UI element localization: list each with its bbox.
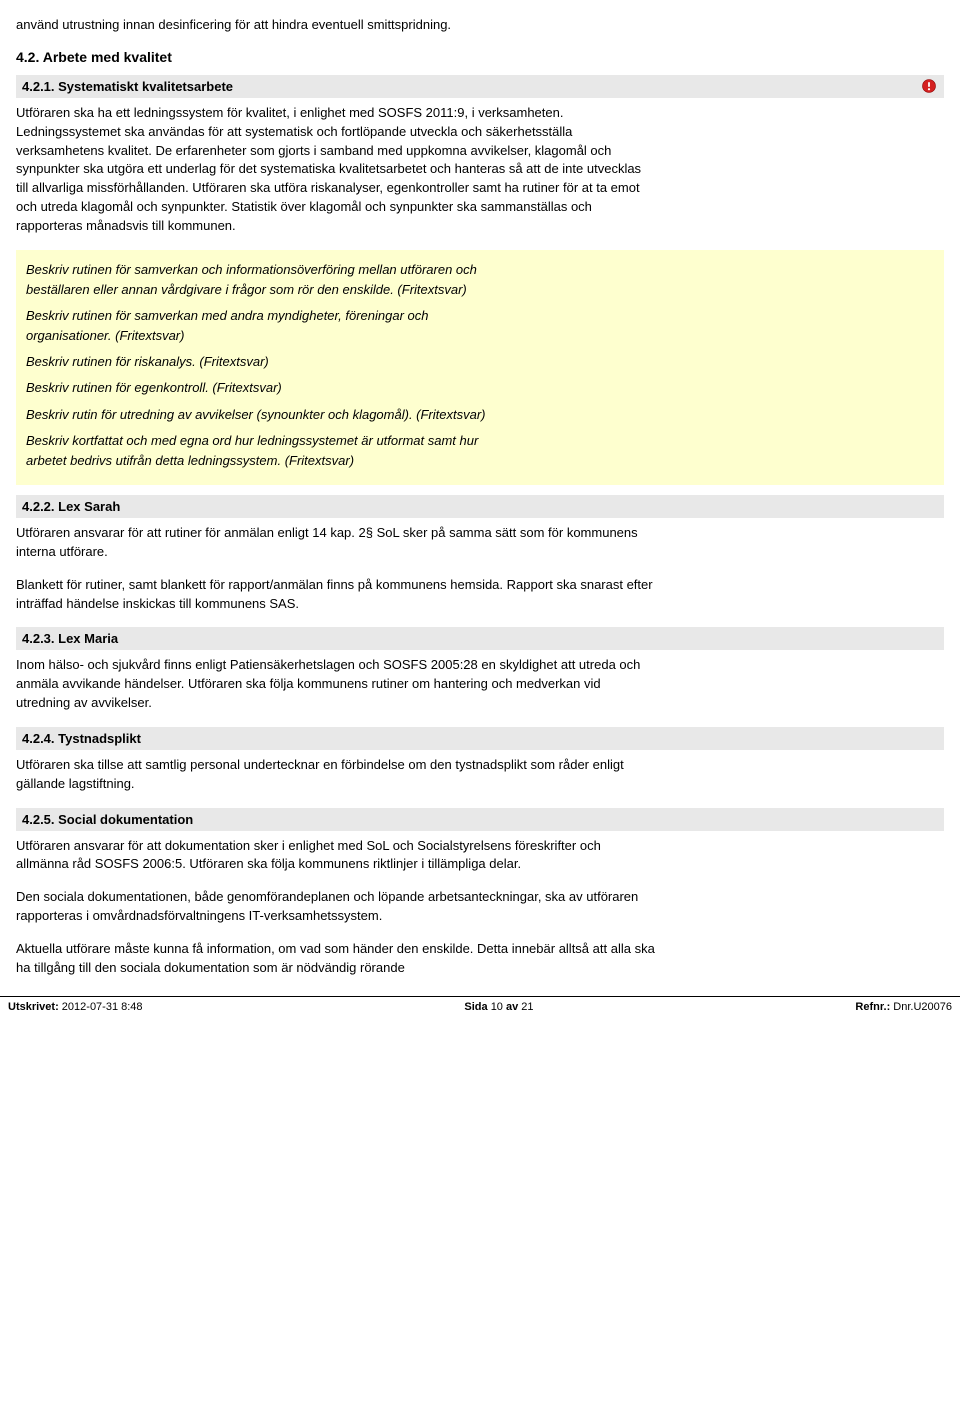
- section-4-2-3-header: 4.2.3. Lex Maria: [16, 627, 944, 650]
- section-4-2-2-header: 4.2.2. Lex Sarah: [16, 495, 944, 518]
- footer-left: Utskrivet: 2012-07-31 8:48: [8, 1001, 143, 1013]
- question-4: Beskriv rutinen för egenkontroll. (Frite…: [26, 378, 496, 398]
- section-4-2-2-body-1: Utföraren ansvarar för att rutiner för a…: [16, 524, 656, 562]
- footer-right-value: Dnr.U20076: [890, 1001, 952, 1013]
- footer-right: Refnr.: Dnr.U20076: [855, 1001, 952, 1013]
- footer-right-label: Refnr.:: [855, 1001, 890, 1013]
- section-4-2-1-body: Utföraren ska ha ett ledningssystem för …: [16, 104, 656, 236]
- section-4-2-1-title: 4.2.1. Systematiskt kvalitetsarbete: [22, 79, 233, 94]
- footer-center: Sida 10 av 21: [464, 1001, 533, 1013]
- footer-page-number: 10: [491, 1001, 503, 1013]
- question-6: Beskriv kortfattat och med egna ord hur …: [26, 431, 496, 471]
- question-1: Beskriv rutinen för samverkan och inform…: [26, 260, 496, 300]
- section-4-2-3-body: Inom hälso- och sjukvård finns enligt Pa…: [16, 656, 656, 713]
- alert-icon: [922, 79, 936, 93]
- section-4-2-4-title: 4.2.4. Tystnadsplikt: [22, 731, 141, 746]
- section-4-2-4-body: Utföraren ska tillse att samtlig persona…: [16, 756, 656, 794]
- section-4-2-5-body-1: Utföraren ansvarar för att dokumentation…: [16, 837, 656, 875]
- footer-center-of: av: [503, 1001, 521, 1013]
- footer-left-value: 2012-07-31 8:48: [59, 1001, 143, 1013]
- intro-paragraph: använd utrustning innan desinficering fö…: [16, 16, 944, 35]
- question-2: Beskriv rutinen för samverkan med andra …: [26, 306, 496, 346]
- section-4-2-5-title: 4.2.5. Social dokumentation: [22, 812, 193, 827]
- freetext-questions-box: Beskriv rutinen för samverkan och inform…: [16, 250, 944, 485]
- section-4-2-3-title: 4.2.3. Lex Maria: [22, 631, 118, 646]
- page-content: använd utrustning innan desinficering fö…: [0, 0, 960, 978]
- section-4-2-4-header: 4.2.4. Tystnadsplikt: [16, 727, 944, 750]
- section-4-2-5-body-3: Aktuella utförare måste kunna få informa…: [16, 940, 656, 978]
- footer-center-label: Sida: [464, 1001, 490, 1013]
- footer-page-total: 21: [521, 1001, 533, 1013]
- section-4-2-2-title: 4.2.2. Lex Sarah: [22, 499, 120, 514]
- section-4-2-5-body-2: Den sociala dokumentationen, både genomf…: [16, 888, 656, 926]
- heading-4-2: 4.2. Arbete med kvalitet: [16, 49, 944, 65]
- section-4-2-2-body-2: Blankett för rutiner, samt blankett för …: [16, 576, 656, 614]
- page-footer: Utskrivet: 2012-07-31 8:48 Sida 10 av 21…: [0, 996, 960, 1019]
- section-4-2-1-header: 4.2.1. Systematiskt kvalitetsarbete: [16, 75, 944, 98]
- question-5: Beskriv rutin för utredning av avvikelse…: [26, 405, 496, 425]
- footer-left-label: Utskrivet:: [8, 1001, 59, 1013]
- section-4-2-5-header: 4.2.5. Social dokumentation: [16, 808, 944, 831]
- question-3: Beskriv rutinen för riskanalys. (Fritext…: [26, 352, 496, 372]
